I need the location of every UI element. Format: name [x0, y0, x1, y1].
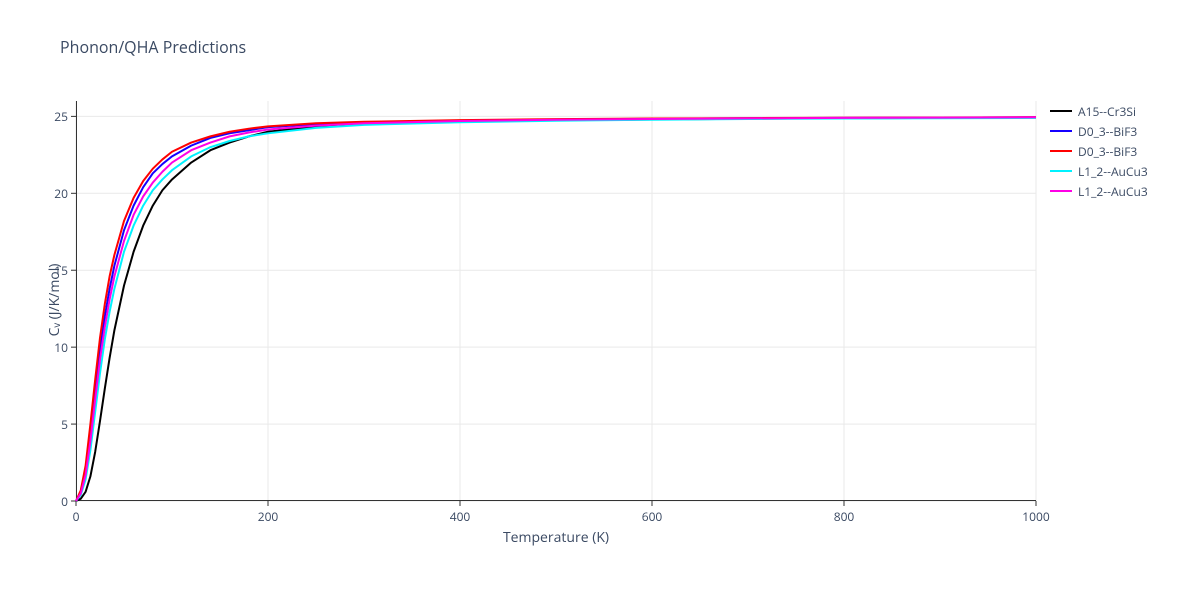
chart-plot-area[interactable] — [76, 100, 1036, 501]
y-tick-label: 10 — [38, 339, 68, 356]
x-tick-label: 200 — [258, 508, 279, 525]
y-tick-label: 0 — [38, 493, 68, 510]
legend-label: D0_3--BiF3 — [1078, 123, 1137, 140]
y-tick-label: 25 — [38, 108, 68, 125]
series-line-3[interactable] — [76, 118, 1036, 501]
y-tick-label: 15 — [38, 262, 68, 279]
x-tick-label: 0 — [73, 508, 80, 525]
y-tick-label: 5 — [38, 416, 68, 433]
legend-item-3[interactable]: L1_2--AuCu3 — [1050, 162, 1148, 180]
legend-label: L1_2--AuCu3 — [1078, 163, 1148, 180]
x-tick-label: 400 — [450, 508, 471, 525]
x-tick-label: 600 — [642, 508, 663, 525]
legend-label: L1_2--AuCu3 — [1078, 183, 1148, 200]
series-line-2[interactable] — [76, 117, 1036, 501]
y-tick-label: 20 — [38, 185, 68, 202]
legend-item-2[interactable]: D0_3--BiF3 — [1050, 142, 1148, 160]
series-line-4[interactable] — [76, 117, 1036, 501]
series-line-1[interactable] — [76, 117, 1036, 501]
legend-swatch — [1050, 150, 1072, 152]
legend-swatch — [1050, 130, 1072, 132]
series-line-0[interactable] — [76, 118, 1036, 501]
legend-item-0[interactable]: A15--Cr3Si — [1050, 102, 1148, 120]
chart-title: Phonon/QHA Predictions — [60, 36, 246, 58]
legend-swatch — [1050, 190, 1072, 192]
legend-swatch — [1050, 110, 1072, 112]
legend-label: D0_3--BiF3 — [1078, 143, 1137, 160]
chart-legend[interactable]: A15--Cr3Si D0_3--BiF3 D0_3--BiF3 L1_2--AuCu… — [1050, 102, 1148, 202]
legend-label: A15--Cr3Si — [1078, 103, 1136, 120]
legend-swatch — [1050, 170, 1072, 172]
x-tick-label: 800 — [834, 508, 855, 525]
x-tick-label: 1000 — [1022, 508, 1049, 525]
x-axis-label: Temperature (K) — [76, 528, 1036, 547]
legend-item-4[interactable]: L1_2--AuCu3 — [1050, 182, 1148, 200]
legend-item-1[interactable]: D0_3--BiF3 — [1050, 122, 1148, 140]
